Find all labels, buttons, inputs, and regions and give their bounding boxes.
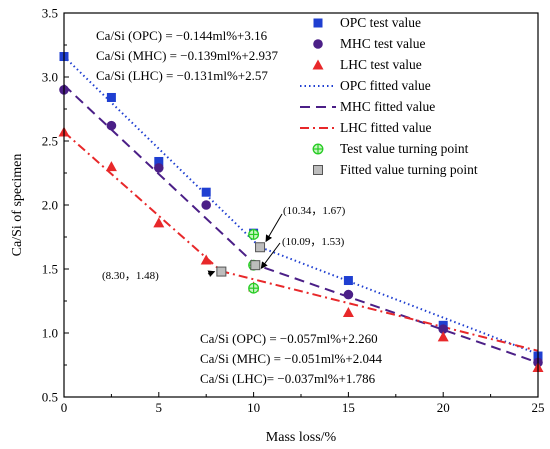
point-s0-1 bbox=[106, 92, 116, 102]
annotation-label-1: (10.09，1.53) bbox=[282, 236, 345, 248]
x-tick-label-1: 5 bbox=[156, 400, 163, 415]
point-s4-1 bbox=[250, 260, 261, 271]
point-s3-0 bbox=[248, 228, 260, 240]
y-tick-label-4: 2.5 bbox=[42, 134, 58, 149]
legend-symbol-7 bbox=[313, 165, 323, 175]
axes: 0 5 10 15 20 25 0.5 1.0 1.5 2.0 2.5 3.0 3.5 Mass loss… bbox=[10, 6, 545, 446]
annotation-label-2: (8.30，1.48) bbox=[102, 270, 159, 282]
point-s1-3 bbox=[201, 200, 211, 210]
equation-bottom-0: Ca/Si (OPC) = −0.057ml%+2.260 bbox=[200, 331, 378, 346]
equation-top-1: Ca/Si (MHC) = −0.139ml%+2.937 bbox=[96, 48, 278, 63]
legend-symbol-1 bbox=[313, 39, 323, 49]
data-markers bbox=[58, 52, 544, 373]
equation-top-2: Ca/Si (LHC) = −0.131ml%+2.57 bbox=[96, 68, 268, 83]
x-axis-label: Mass loss/% bbox=[266, 430, 337, 445]
legend-label-1: MHC test value bbox=[340, 36, 426, 51]
legend-symbol-2 bbox=[312, 59, 324, 70]
legend-symbol-0 bbox=[313, 18, 323, 28]
annotation-arrow-1 bbox=[260, 242, 281, 269]
legend-label-7: Fitted value turning point bbox=[340, 162, 478, 177]
y-tick-label-2: 1.5 bbox=[42, 262, 58, 277]
x-tick-label-5: 25 bbox=[532, 400, 545, 415]
turning-point-annotations: (10.34，1.67) (10.09，1.53) (8.30，1.48) bbox=[102, 205, 346, 282]
point-s0-5 bbox=[343, 276, 353, 286]
point-s1-6 bbox=[438, 324, 449, 334]
legend-label-6: Test value turning point bbox=[340, 141, 469, 156]
annotation-arrow-2 bbox=[207, 270, 216, 277]
point-s4-0 bbox=[255, 242, 266, 253]
point-s1-1 bbox=[106, 120, 117, 131]
legend-label-3: OPC fitted value bbox=[340, 78, 431, 93]
x-tick-label-0: 0 bbox=[61, 400, 68, 415]
legend-label-4: MHC fitted value bbox=[340, 99, 435, 114]
equations: Ca/Si (OPC) = −0.144ml%+3.16 Ca/Si (MHC) … bbox=[96, 28, 382, 386]
point-s2-5 bbox=[342, 307, 354, 318]
point-s1-2 bbox=[154, 163, 164, 173]
annotation-arrow-0 bbox=[265, 213, 283, 243]
legend-label-5: LHC fitted value bbox=[340, 120, 431, 135]
equation-top-0: Ca/Si (OPC) = −0.144ml%+3.16 bbox=[96, 28, 268, 43]
point-s3-2 bbox=[248, 282, 260, 294]
equation-bottom-1: Ca/Si (MHC) = −0.051ml%+2.044 bbox=[200, 351, 382, 366]
y-tick-label-1: 1.0 bbox=[42, 326, 58, 341]
legend-label-0: OPC test value bbox=[340, 15, 421, 30]
legend: OPC test value MHC test value LHC test val… bbox=[300, 15, 478, 177]
legend-symbol-6 bbox=[312, 143, 324, 155]
point-s2-6 bbox=[437, 331, 449, 342]
y-tick-label-5: 3.0 bbox=[42, 70, 58, 85]
x-tick-label-4: 20 bbox=[437, 400, 450, 415]
point-s2-1 bbox=[105, 161, 117, 172]
point-s4-2 bbox=[216, 266, 227, 277]
point-s2-3 bbox=[200, 254, 212, 265]
y-tick-label-6: 3.5 bbox=[42, 6, 58, 21]
point-s1-5 bbox=[343, 289, 354, 300]
legend-label-2: LHC test value bbox=[340, 57, 422, 72]
fit-line-0 bbox=[63, 55, 539, 356]
y-axis-label: Ca/Si of specimen bbox=[10, 154, 25, 257]
point-s0-3 bbox=[201, 187, 211, 197]
y-tick-label-3: 2.0 bbox=[42, 198, 58, 213]
point-s2-2 bbox=[153, 217, 165, 228]
y-tick-label-0: 0.5 bbox=[42, 390, 58, 405]
x-tick-label-2: 10 bbox=[247, 400, 260, 415]
annotation-label-0: (10.34，1.67) bbox=[283, 205, 346, 217]
point-s0-2 bbox=[154, 156, 164, 166]
equation-bottom-2: Ca/Si (LHC)= −0.037ml%+1.786 bbox=[200, 371, 376, 386]
x-tick-label-3: 15 bbox=[342, 400, 355, 415]
